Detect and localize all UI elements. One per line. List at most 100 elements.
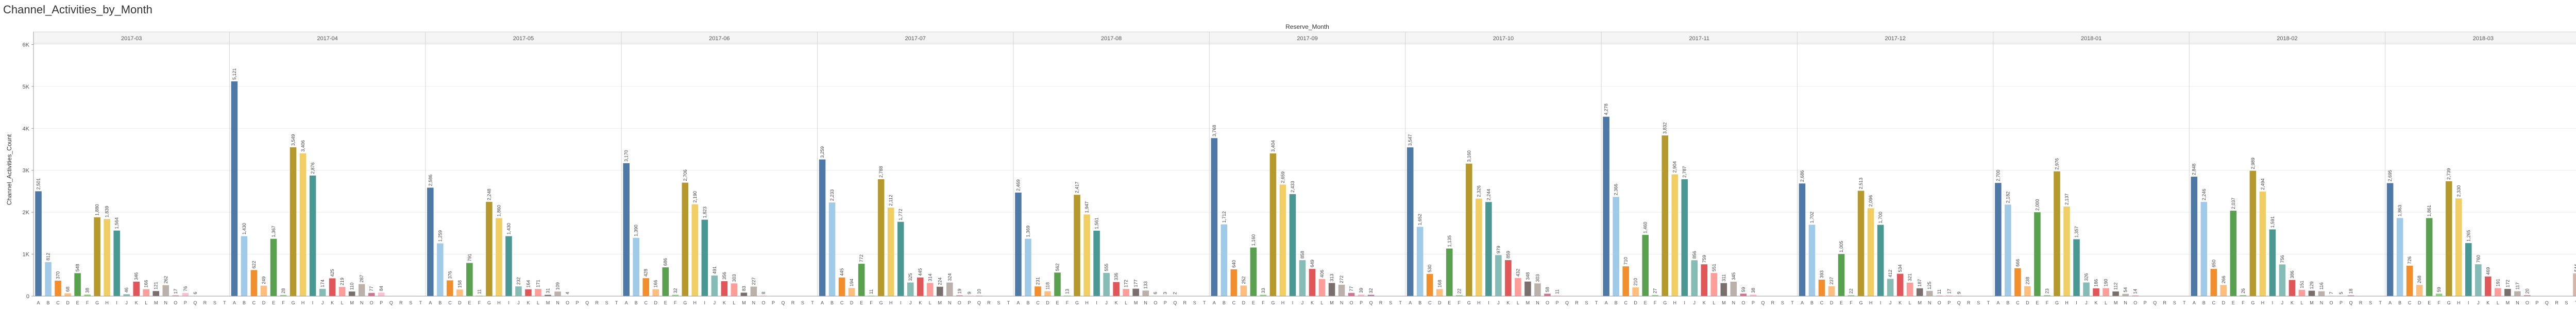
- data-label: 445: [918, 268, 923, 276]
- bar: [1818, 279, 1825, 296]
- x-tick-label: N: [556, 300, 560, 305]
- bar: [2426, 218, 2433, 296]
- bar: [348, 291, 355, 296]
- data-label: 249: [261, 277, 266, 284]
- x-tick-label: F: [2242, 300, 2245, 305]
- data-label: 3,404: [1270, 140, 1276, 152]
- data-label: 1,430: [506, 223, 511, 235]
- x-tick-label: D: [1046, 300, 1049, 305]
- data-label: 2,513: [1858, 178, 1863, 190]
- bar: [1896, 273, 1904, 296]
- x-tick-label: B: [47, 300, 50, 305]
- x-tick-label: M: [1722, 300, 1726, 305]
- data-label: 11: [1937, 289, 1942, 294]
- data-label: 6: [1153, 291, 1158, 294]
- x-tick-label: M: [1134, 300, 1138, 305]
- data-label: 268: [2417, 276, 2422, 283]
- x-tick-label: O: [566, 300, 569, 305]
- x-tick-label: E: [1840, 300, 1843, 305]
- data-label: 530: [1427, 265, 1432, 272]
- x-tick-label: L: [2105, 300, 2107, 305]
- x-tick-label: H: [889, 300, 893, 305]
- bar: [2279, 264, 2286, 296]
- x-tick-label: D: [850, 300, 854, 305]
- bar: [907, 282, 914, 296]
- x-tick-label: P: [1752, 300, 1755, 305]
- data-label: 171: [535, 280, 540, 287]
- x-tick-label: D: [654, 300, 657, 305]
- data-label: 266: [2221, 276, 2226, 283]
- x-tick-label: L: [1713, 300, 1715, 305]
- bar: [2504, 288, 2511, 296]
- x-tick-label: E: [2428, 300, 2431, 305]
- x-tick-label: P: [968, 300, 971, 305]
- x-tick-label: E: [468, 300, 471, 305]
- x-tick-label: D: [262, 300, 266, 305]
- data-label: 10: [976, 289, 981, 294]
- bar: [1544, 294, 1551, 296]
- bar: [84, 294, 91, 296]
- x-tick-label: I: [116, 300, 117, 305]
- x-tick-label: L: [2300, 300, 2303, 305]
- data-label: 2,739: [2446, 168, 2451, 180]
- data-label: 544: [2573, 264, 2576, 272]
- x-tick-label: N: [2516, 300, 2519, 305]
- bar: [1132, 288, 1139, 296]
- data-label: 68: [65, 286, 71, 291]
- x-tick-label: E: [1056, 300, 1059, 305]
- x-tick-label: B: [1026, 300, 1029, 305]
- bar: [2318, 291, 2325, 296]
- bar: [2416, 285, 2423, 296]
- x-tick-label: P: [2144, 300, 2147, 305]
- x-tick-label: A: [2193, 300, 2196, 305]
- data-label: 11: [1554, 289, 1560, 294]
- x-tick-label: B: [1810, 300, 1814, 305]
- x-tick-label: N: [1340, 300, 1344, 305]
- data-label: 303: [1535, 274, 1540, 282]
- y-tick-label: 5K: [23, 84, 30, 90]
- x-tick-label: F: [1850, 300, 1853, 305]
- x-tick-label: H: [1673, 300, 1676, 305]
- x-tick-label: D: [458, 300, 462, 305]
- data-label: 772: [859, 254, 864, 262]
- bar: [231, 81, 238, 297]
- bar: [104, 219, 110, 296]
- bar: [329, 278, 336, 296]
- bar: [1015, 192, 1022, 296]
- bar: [1348, 293, 1355, 296]
- data-label: 166: [144, 280, 149, 287]
- x-tick-label: J: [125, 300, 128, 305]
- x-tick-label: O: [1741, 300, 1745, 305]
- x-tick-label: O: [2330, 300, 2333, 305]
- x-tick-label: K: [135, 300, 138, 305]
- bar: [1358, 294, 1365, 296]
- bar: [2024, 286, 2031, 296]
- data-label: 133: [1143, 281, 1148, 289]
- x-tick-label: N: [1732, 300, 1736, 305]
- bar: [2495, 288, 2501, 296]
- x-tick-label: K: [723, 300, 726, 305]
- x-tick-label: H: [301, 300, 305, 305]
- x-tick-label: A: [233, 300, 236, 305]
- x-tick-label: L: [341, 300, 344, 305]
- month-header-label: 2018-02: [2277, 36, 2297, 42]
- y-tick-label: 4K: [23, 126, 30, 132]
- bar: [368, 293, 375, 296]
- data-label: 59: [2436, 287, 2442, 292]
- x-tick-label: P: [1947, 300, 1951, 305]
- x-tick-label: D: [1438, 300, 1442, 305]
- bar: [1103, 272, 1110, 296]
- bar: [133, 281, 140, 296]
- data-label: 812: [46, 253, 51, 261]
- x-tick-label: R: [791, 300, 795, 305]
- y-tick-label: 1K: [23, 252, 30, 258]
- bar: [2298, 289, 2306, 296]
- bar: [1466, 163, 1472, 296]
- x-tick-label: O: [1350, 300, 1353, 305]
- bar: [1309, 269, 1316, 296]
- data-label: 1,860: [496, 205, 501, 217]
- x-tick-label: J: [909, 300, 912, 305]
- bar: [2200, 202, 2208, 296]
- x-tick-label: P: [1360, 300, 1363, 305]
- data-label: 237: [1829, 277, 1834, 285]
